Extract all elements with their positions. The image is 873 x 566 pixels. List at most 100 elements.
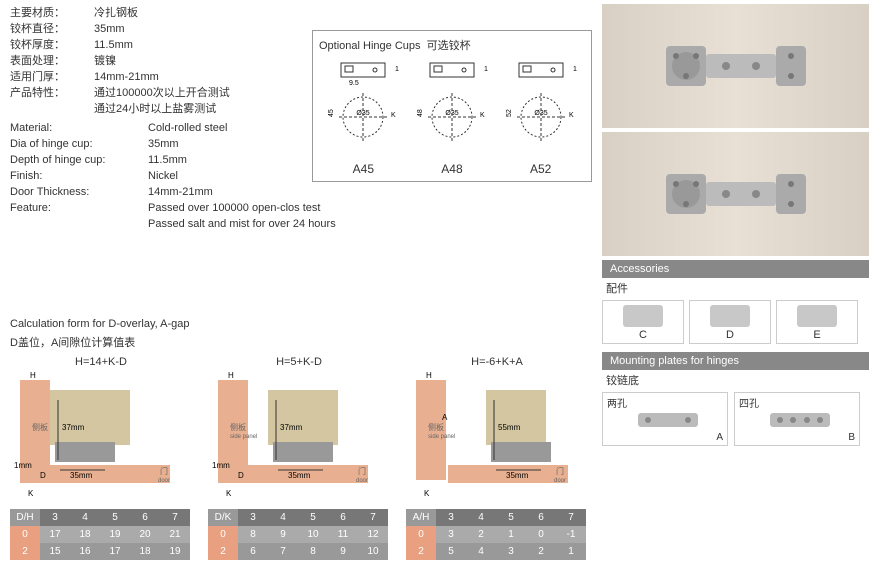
formula: H=5+K-D (208, 356, 390, 368)
formula: H=-6+K+A (406, 356, 588, 368)
label: Depth of hinge cup: (10, 153, 140, 168)
svg-text:Ø35: Ø35 (445, 110, 458, 117)
svg-text:K: K (391, 112, 396, 119)
accessories-header-cn: 配件 (598, 280, 873, 300)
svg-text:35mm: 35mm (506, 471, 529, 480)
calc-table: D/H34567 01718192021 21516171819 (10, 509, 190, 560)
label: Material: (10, 121, 140, 136)
svg-text:H: H (228, 371, 234, 380)
label: 铰杯厚度： (10, 38, 86, 53)
svg-text:H: H (426, 371, 432, 380)
accessory-label: C (639, 329, 647, 341)
mounting-plate-item: 两孔 A (602, 392, 728, 446)
value: 14mm-21mm (148, 185, 588, 200)
svg-text:侧板: 侧板 (428, 422, 444, 432)
hinge-cup-diagram: 11.3 Ø35 52 K A52 (502, 57, 580, 176)
value: Passed over 100000 open-clos test (148, 201, 588, 216)
calc-title-cn: D盖位，A间隙位计算值表 (10, 334, 588, 350)
svg-text:Ø35: Ø35 (357, 110, 370, 117)
svg-text:K: K (28, 489, 34, 498)
svg-text:9.5: 9.5 (349, 80, 359, 87)
calc-column: H=-6+K+A 侧板 side panel 门 door 55mm 35mm … (406, 356, 588, 560)
accessory-shape (797, 305, 837, 327)
accessory-item: D (689, 300, 771, 344)
svg-text:门: 门 (160, 466, 168, 476)
cup-label: A52 (502, 162, 580, 176)
accessory-label: E (813, 329, 820, 341)
svg-text:37mm: 37mm (280, 423, 303, 432)
mounting-header-cn: 铰链底 (598, 372, 873, 392)
hinge-box-title-cn: 可选铰杯 (427, 40, 471, 52)
label: Door Thickness: (10, 185, 140, 200)
product-photo-1 (602, 4, 869, 128)
svg-text:11.3: 11.3 (484, 66, 488, 73)
accessory-shape (710, 305, 750, 327)
calc-title: Calculation form for D-overlay, A-gap (10, 318, 588, 330)
svg-text:K: K (424, 489, 430, 498)
svg-text:side panel: side panel (230, 434, 257, 440)
cup-label: A45 (324, 162, 402, 176)
svg-text:door: door (554, 478, 566, 484)
accessory-item: C (602, 300, 684, 344)
label: 产品特性： (10, 86, 86, 101)
accessory-label: D (726, 329, 734, 341)
svg-text:11.3: 11.3 (395, 66, 399, 73)
overlay-diagram: 侧板 side panel 门 door 37mm 35mm 1mm H K D (208, 370, 388, 500)
value: 冷扎钢板 (94, 6, 588, 21)
hinge-cup-diagram: 11.3 Ø35 48 K A48 (413, 57, 491, 176)
cup-label: A48 (413, 162, 491, 176)
mount-plate-icon (765, 405, 835, 435)
overlay-diagram: 侧板 门 door 37mm 35mm 1mm H K D (10, 370, 190, 500)
svg-text:侧板: 侧板 (230, 422, 246, 432)
hinge-box-title-en: Optional Hinge Cups (319, 40, 421, 52)
calc-table: D/K34567 089101112 2678910 (208, 509, 388, 560)
mounting-plate-item: 四孔 B (734, 392, 860, 446)
svg-text:35mm: 35mm (288, 471, 311, 480)
value: Passed salt and mist for over 24 hours (148, 217, 588, 232)
svg-text:11.3: 11.3 (573, 66, 577, 73)
svg-text:D: D (40, 471, 46, 480)
calc-column: H=14+K-D 侧板 门 door 37mm 35mm 1mm H K D D… (10, 356, 192, 560)
mount-label-cn: 两孔 (607, 395, 627, 410)
svg-text:1mm: 1mm (14, 461, 32, 470)
label: 表面处理： (10, 54, 86, 69)
label: Feature: (10, 201, 140, 216)
hinge-cups-box: Optional Hinge Cups 可选铰杯 11.3 9.5 Ø35 45… (312, 30, 592, 182)
svg-text:门: 门 (556, 466, 564, 476)
label: Finish: (10, 169, 140, 184)
calc-table: A/H34567 03210-1 254321 (406, 509, 586, 560)
svg-text:55mm: 55mm (498, 423, 521, 432)
svg-text:side panel: side panel (428, 434, 455, 440)
svg-text:K: K (226, 489, 232, 498)
label: 铰杯直径： (10, 22, 86, 37)
accessories-header: Accessories (602, 260, 869, 278)
label: Dia of hinge cup: (10, 137, 140, 152)
svg-text:door: door (356, 478, 368, 484)
calc-column: H=5+K-D 侧板 side panel 门 door 37mm 35mm 1… (208, 356, 390, 560)
svg-text:侧板: 侧板 (32, 422, 48, 432)
accessories-list: C D E (598, 300, 873, 350)
product-photo-2 (602, 132, 869, 256)
svg-text:K: K (569, 112, 574, 119)
svg-text:A: A (442, 413, 448, 422)
svg-text:D: D (238, 471, 244, 480)
label: 主要材质： (10, 6, 86, 21)
formula: H=14+K-D (10, 356, 192, 368)
svg-text:35mm: 35mm (70, 471, 93, 480)
svg-text:1mm: 1mm (212, 461, 230, 470)
svg-text:door: door (158, 478, 170, 484)
svg-text:Ø35: Ø35 (534, 110, 547, 117)
svg-text:K: K (480, 112, 485, 119)
svg-text:H: H (30, 371, 36, 380)
accessory-item: E (776, 300, 858, 344)
mount-label-cn: 四孔 (739, 395, 759, 410)
mounting-list: 两孔 A四孔 B (598, 392, 873, 446)
svg-text:48: 48 (417, 109, 424, 117)
hinge-cup-diagram: 11.3 9.5 Ø35 45 K A45 (324, 57, 402, 176)
accessory-shape (623, 305, 663, 327)
mounting-header: Mounting plates for hinges (602, 352, 869, 370)
svg-text:门: 门 (358, 466, 366, 476)
label: 适用门厚： (10, 70, 86, 85)
hinge-cups-row: 11.3 9.5 Ø35 45 K A45 11.3 Ø35 48 K A48 … (319, 57, 585, 176)
svg-text:37mm: 37mm (62, 423, 85, 432)
